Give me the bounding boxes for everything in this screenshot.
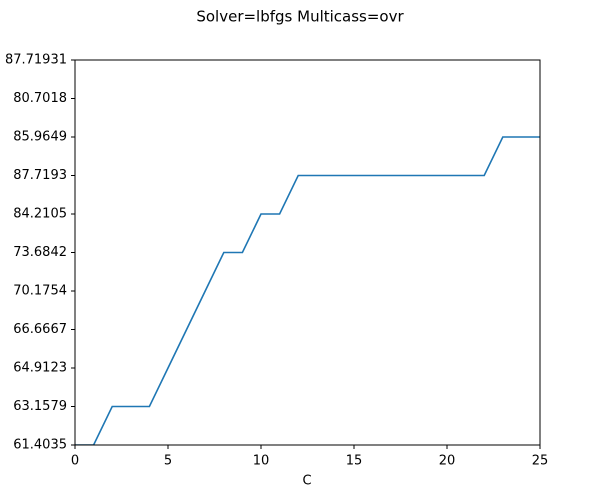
y-tick-label: 85.9649 (13, 130, 67, 145)
x-tick-label: 20 (439, 454, 456, 469)
y-tick-label: 80.7018 (13, 91, 67, 106)
x-tick-label: 25 (532, 454, 549, 469)
y-tick-label: 87.71931 (5, 53, 67, 68)
x-tick-label: 15 (346, 454, 363, 469)
y-tick-label: 70.1754 (13, 284, 67, 299)
y-tick-label: 84.2105 (13, 207, 67, 222)
x-axis-label: C (302, 474, 311, 489)
plot-frame (74, 59, 541, 446)
x-tick-label: 5 (164, 454, 172, 469)
y-tick-label: 87.7193 (13, 168, 67, 183)
y-tick-label: 73.6842 (13, 245, 67, 260)
line-series (75, 136, 540, 445)
y-tick-label: 63.1579 (13, 399, 67, 414)
x-tick-label: 10 (253, 454, 270, 469)
y-tick-label: 61.4035 (13, 438, 67, 453)
chart-title: Solver=lbfgs Multicass=ovr (196, 8, 404, 26)
y-tick-label: 66.6667 (13, 322, 67, 337)
x-tick-label: 0 (71, 454, 79, 469)
y-tick-label: 64.9123 (13, 361, 67, 376)
